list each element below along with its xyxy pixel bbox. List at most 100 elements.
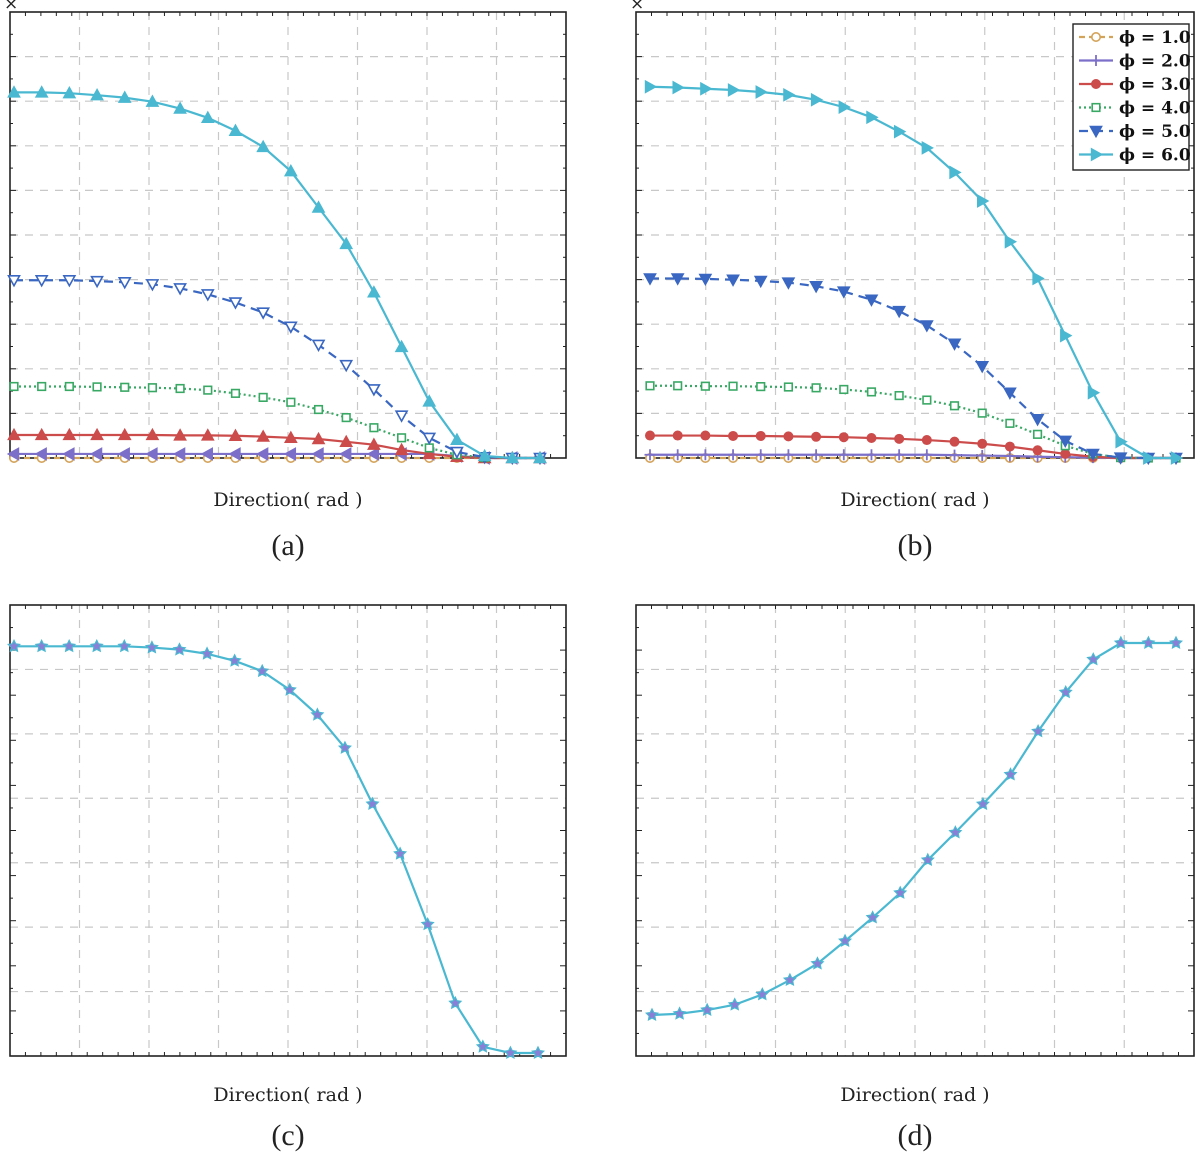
data-point [367,437,381,450]
grid-c [10,605,566,1056]
grid-d [636,605,1194,1056]
data-point [866,110,879,125]
data-point [505,450,520,464]
data-point [1003,767,1018,781]
data-point [366,447,380,461]
data-point [367,285,381,298]
data-point [200,289,215,302]
data-point [727,449,739,461]
data-point [311,339,326,353]
data-point [866,433,877,444]
data-point [810,92,824,107]
data-point [673,381,683,391]
data-point [645,381,655,391]
data-point [227,653,242,667]
data-point [311,431,326,445]
legend-marker [1089,125,1103,139]
data-point [893,885,908,899]
legend-b: ϕ = 1.0 ϕ = 2.0 ϕ = 3.0 ϕ = 4.0 ϕ = 5.0 ϕ = 6… [1072,23,1191,171]
data-point [975,796,990,811]
data-point [643,273,657,286]
data-point [145,279,160,292]
series-d-all [645,635,1183,1021]
data-point [921,141,934,155]
data-point [172,447,186,461]
data-point [90,427,104,441]
data-point [7,427,21,441]
data-point [922,395,932,405]
data-point [645,1007,659,1021]
data-point [919,320,934,333]
data-point [228,297,243,310]
data-point [256,447,269,461]
panel-caption-d: (d) [898,1119,933,1152]
data-point [753,275,768,289]
data-point [756,381,766,392]
data-point [727,997,742,1011]
data-point [644,430,655,441]
data-point [1004,441,1015,452]
data-point [145,94,160,107]
axis-multiplier-b: × [630,0,644,14]
data-point [420,916,435,931]
data-point [865,449,877,461]
data-point [175,383,185,394]
data-point [949,449,961,461]
data-point [700,1002,715,1017]
data-point [672,80,685,95]
data-point [393,846,408,860]
data-point [34,427,49,441]
data-point [947,338,962,351]
data-point [975,360,990,374]
data-point [62,638,77,653]
data-point [811,383,821,393]
legend-label: ϕ = 1.0 [1119,28,1191,48]
x-axis-label-c: Direction( rad ) [213,1084,362,1106]
data-point [949,165,962,180]
data-point [755,430,766,441]
data-point [894,433,905,444]
data-point [34,447,47,461]
legend-marker [1091,102,1101,113]
data-point [283,321,298,334]
data-point [311,200,326,213]
data-point [89,447,103,461]
data-point [1032,271,1045,286]
data-point [670,273,685,286]
data-point [450,432,464,446]
data-point [810,956,825,970]
data-point [1032,429,1043,439]
data-point [1030,414,1045,427]
data-point [7,85,21,98]
data-point [1113,452,1128,465]
series-line [651,641,1176,1017]
data-point [755,449,767,461]
data-point [117,277,132,290]
data-point [145,427,160,441]
data-point [203,385,213,395]
data-point [976,450,988,462]
data-point [62,427,77,441]
data-point [256,429,271,442]
data-point [339,447,352,461]
data-point [424,443,434,453]
data-point [672,1006,687,1020]
data-point [64,381,74,392]
data-point [1169,635,1183,649]
data-point [6,447,20,461]
data-point [1060,448,1071,459]
data-point [836,286,851,299]
data-point [37,381,47,392]
series-line [650,384,1176,460]
data-point [89,638,104,653]
data-point [339,434,354,448]
data-point [34,275,49,288]
data-point [117,90,132,103]
data-point [1058,684,1073,699]
data-point [255,663,270,678]
data-point [9,381,19,392]
data-point [117,447,130,461]
data-point [531,1045,545,1059]
data-point [838,449,850,461]
data-point [839,384,849,395]
